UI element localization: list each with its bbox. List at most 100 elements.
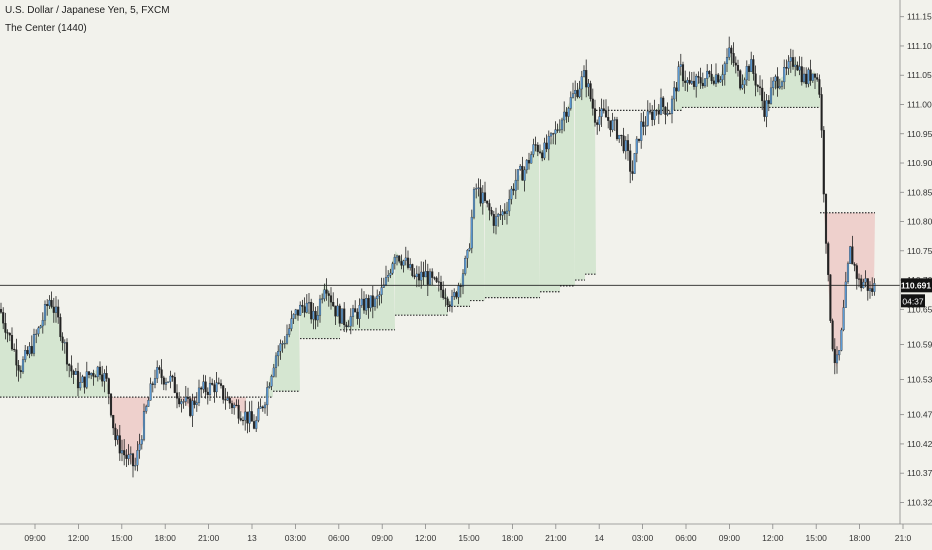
- candle: [510, 186, 513, 205]
- candle: [574, 80, 577, 101]
- candle: [343, 302, 346, 332]
- candle: [255, 416, 258, 432]
- candle: [710, 64, 713, 85]
- candle: [556, 123, 559, 133]
- candle: [807, 67, 810, 88]
- candle: [230, 400, 234, 414]
- time-tick-label: 13: [247, 533, 257, 543]
- candle: [290, 310, 293, 332]
- candle: [358, 298, 361, 328]
- candle: [785, 59, 788, 76]
- candle: [162, 375, 165, 391]
- candle: [758, 75, 762, 96]
- candle: [215, 372, 218, 398]
- price-tick-label: 111.150: [907, 12, 932, 22]
- candle: [849, 245, 852, 264]
- candle: [664, 106, 667, 125]
- candle: [593, 99, 597, 127]
- price-tick-label: 110.590: [907, 339, 932, 349]
- candle: [107, 377, 110, 405]
- candle: [204, 375, 207, 399]
- candle: [631, 160, 634, 181]
- candle: [226, 391, 229, 401]
- price-tick-label: 110.320: [907, 497, 932, 507]
- candle: [728, 36, 731, 61]
- candle: [191, 393, 194, 427]
- candle: [686, 77, 689, 92]
- candle: [39, 324, 42, 329]
- candle: [545, 134, 548, 153]
- time-tick-label: 18:00: [849, 533, 871, 543]
- candle: [670, 95, 674, 124]
- candle: [118, 425, 121, 461]
- candle: [446, 296, 449, 313]
- candle: [81, 374, 84, 383]
- candle: [32, 328, 36, 357]
- candle: [114, 423, 117, 447]
- candle: [582, 65, 586, 78]
- candle: [303, 297, 306, 318]
- candle: [842, 299, 845, 332]
- time-tick-label: 18:00: [502, 533, 524, 543]
- candle: [483, 181, 487, 203]
- candle: [281, 340, 284, 353]
- candle: [378, 291, 381, 306]
- candle: [613, 116, 616, 131]
- candle: [433, 276, 436, 281]
- candle: [257, 401, 260, 423]
- indicator-label[interactable]: The Center (1440): [5, 23, 87, 34]
- candle: [261, 405, 264, 412]
- candle: [48, 295, 51, 309]
- candle: [384, 265, 388, 287]
- candle: [299, 301, 302, 316]
- candle: [367, 294, 370, 319]
- candle: [171, 374, 174, 382]
- candle: [541, 150, 544, 162]
- center-fill-15: [682, 51, 820, 108]
- candle: [279, 339, 282, 360]
- candle: [591, 88, 594, 116]
- candle: [349, 308, 352, 335]
- candle: [250, 400, 253, 422]
- candle: [74, 368, 77, 375]
- candle: [237, 399, 240, 424]
- candle: [794, 56, 797, 77]
- candle: [217, 377, 220, 385]
- candle: [780, 80, 784, 90]
- candle: [461, 269, 465, 295]
- candle: [283, 336, 286, 349]
- candle: [547, 130, 550, 161]
- candle: [657, 104, 660, 124]
- candle: [714, 63, 718, 87]
- candle: [422, 261, 425, 286]
- center-fill-14: [596, 69, 682, 111]
- center-fill-1: [108, 397, 246, 467]
- candle: [596, 119, 599, 135]
- time-tick-label: 03:00: [285, 533, 307, 543]
- candle: [0, 302, 3, 314]
- candle: [393, 254, 396, 270]
- candle: [263, 401, 267, 414]
- candle: [468, 243, 471, 252]
- candle: [277, 345, 280, 367]
- candle: [90, 372, 93, 380]
- candle: [534, 136, 537, 152]
- candle: [239, 411, 242, 422]
- candle: [611, 112, 614, 133]
- candle: [244, 400, 247, 431]
- center-fill-16: [820, 212, 875, 368]
- time-axis[interactable]: 09:00 12:00 15:00 18:00 21:00 13 03:00 06:00 09:…: [0, 523, 932, 543]
- candle: [576, 83, 579, 99]
- price-tick-label: 110.650: [907, 304, 932, 314]
- candle: [789, 48, 792, 73]
- candle: [778, 78, 781, 90]
- candle: [6, 329, 9, 343]
- candle: [442, 281, 445, 300]
- candle: [481, 185, 484, 215]
- candle: [19, 365, 22, 379]
- candle: [457, 282, 460, 305]
- candle: [417, 266, 421, 287]
- price-tick-label: 110.800: [907, 217, 932, 227]
